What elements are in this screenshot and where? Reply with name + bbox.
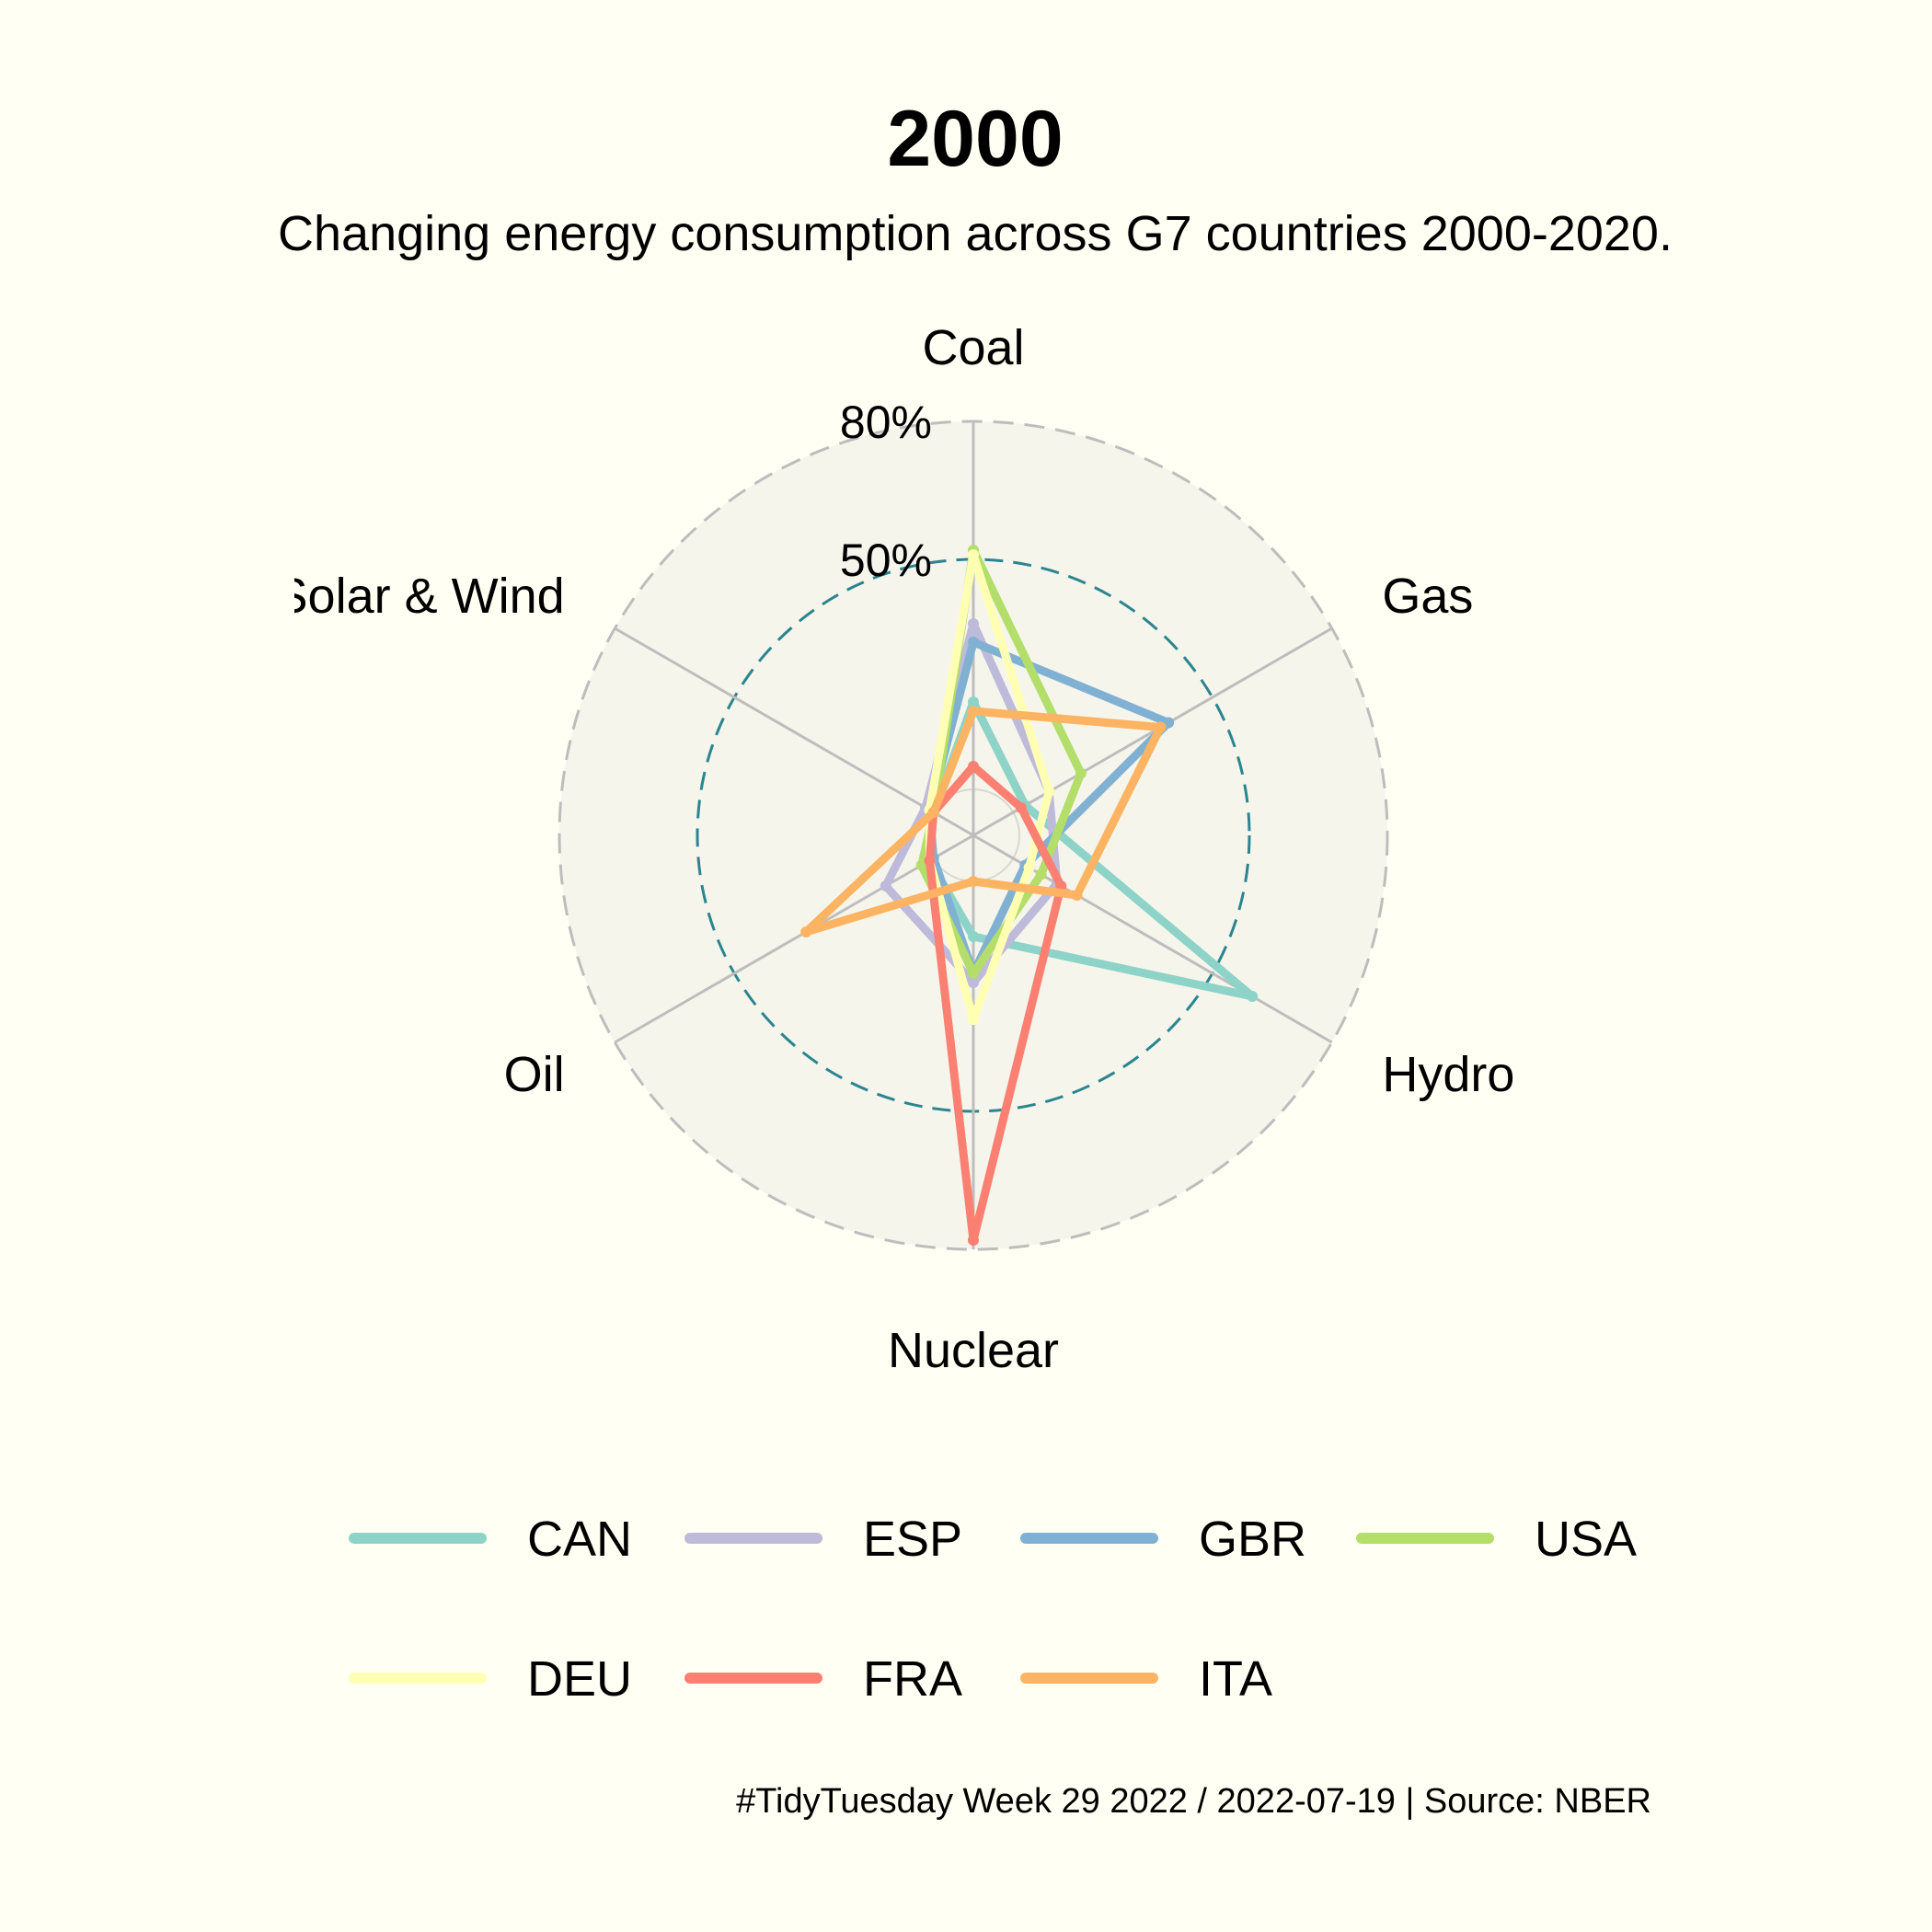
series-point-can xyxy=(968,696,979,707)
grid-spoke xyxy=(614,834,974,1044)
series-point-deu xyxy=(968,549,979,560)
series-point-usa xyxy=(968,968,979,979)
axis-label: Solar & Wind xyxy=(275,569,565,624)
series-point-deu xyxy=(968,1014,979,1025)
axis-label: Gas xyxy=(1382,569,1473,624)
series-point-fra xyxy=(968,1235,979,1246)
series-point-deu xyxy=(1023,862,1035,873)
series-point-can xyxy=(1247,991,1259,1002)
series-point-esp xyxy=(968,977,979,988)
radar-series xyxy=(800,545,1259,1246)
series-point-deu xyxy=(1043,786,1055,798)
legend-label: ITA xyxy=(1199,1651,1272,1707)
grid-value-label: 50% xyxy=(840,535,932,586)
series-point-ita xyxy=(1071,890,1083,901)
series-point-can xyxy=(968,931,979,942)
legend-swatch-point xyxy=(1084,1673,1095,1684)
series-point-ita xyxy=(968,876,979,887)
series-point-usa xyxy=(1035,868,1047,880)
legend: CAN ESP GBR USA DEU FRA ITA xyxy=(349,1512,1637,1707)
grid-spoke xyxy=(614,627,974,837)
axis-label: Hydro xyxy=(1382,1047,1514,1102)
series-point-esp xyxy=(968,618,979,629)
series-point-fra xyxy=(1015,802,1027,813)
series-point-usa xyxy=(915,859,927,871)
legend-label: GBR xyxy=(1199,1512,1306,1567)
legend-label: USA xyxy=(1535,1512,1637,1567)
chart-caption: #TidyTuesday Week 29 2022 / 2022-07-19 |… xyxy=(736,1782,1651,1821)
series-point-gbr xyxy=(968,637,979,648)
grid-value-label: 80% xyxy=(840,397,932,448)
axis-label: Coal xyxy=(922,320,1024,375)
legend-swatch-point xyxy=(412,1533,423,1544)
series-point-gbr xyxy=(1163,717,1175,729)
series-point-fra xyxy=(924,855,936,867)
series-point-ita xyxy=(800,926,812,937)
series-point-usa xyxy=(1075,767,1087,779)
radar-axis-labels: Coal Gas Hydro Nuclear Oil Solar & Wind xyxy=(275,320,1514,1378)
axis-label: Oil xyxy=(504,1047,565,1102)
radar-grid xyxy=(558,420,1389,1251)
series-point-ita xyxy=(1155,721,1167,733)
radar-grid-labels: 80% 50% xyxy=(840,397,932,586)
chart-subtitle: Changing energy consumption across G7 co… xyxy=(278,206,1673,261)
axis-label: Nuclear xyxy=(888,1323,1059,1378)
legend-swatch-point xyxy=(1420,1533,1431,1544)
series-point-esp xyxy=(880,880,891,891)
series-point-ita xyxy=(927,807,939,818)
legend-label: DEU xyxy=(527,1651,632,1707)
series-point-ita xyxy=(968,706,979,717)
grid-spoke xyxy=(972,627,1333,837)
legend-swatch-point xyxy=(412,1673,423,1684)
legend-label: ESP xyxy=(863,1512,962,1567)
legend-swatch-point xyxy=(748,1673,759,1684)
chart-title: 2000 xyxy=(887,95,1063,183)
series-point-fra xyxy=(968,761,979,772)
legend-label: FRA xyxy=(863,1651,962,1707)
legend-swatch-point xyxy=(1084,1533,1095,1544)
legend-swatch-point xyxy=(748,1533,759,1544)
legend-label: CAN xyxy=(527,1512,632,1567)
